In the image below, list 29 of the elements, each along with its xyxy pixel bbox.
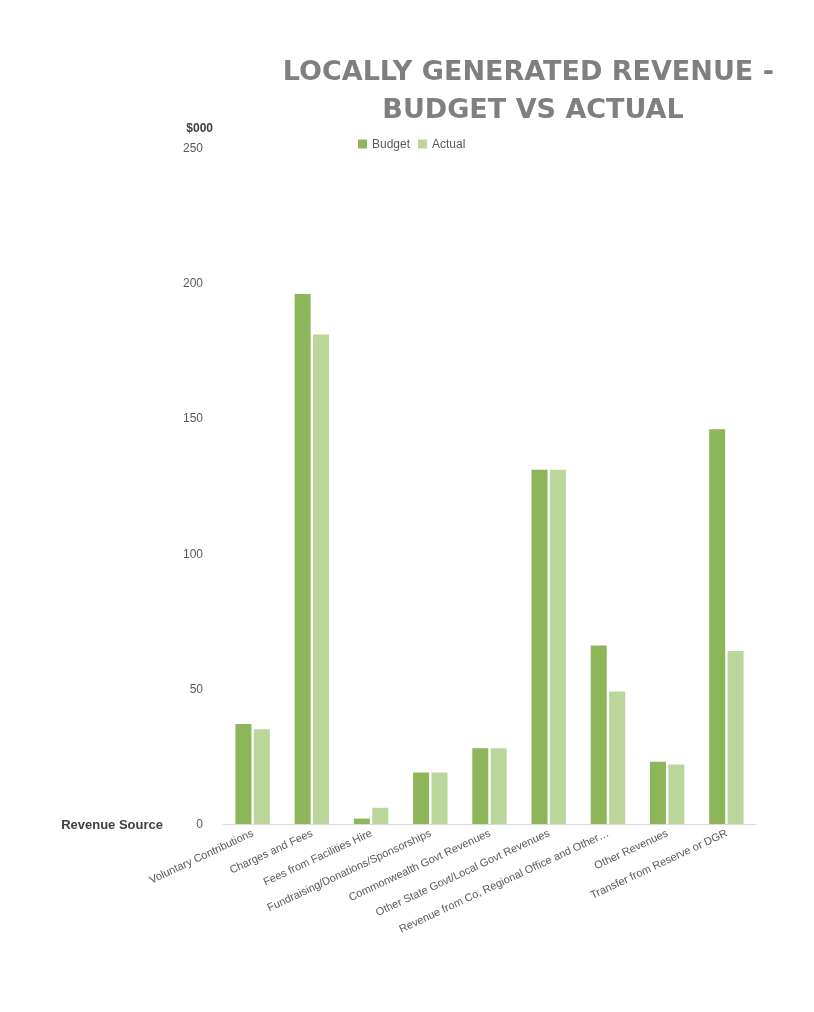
y-tick-label: 50: [189, 681, 204, 696]
y-tick-label: 100: [182, 546, 204, 561]
bar: [490, 748, 507, 824]
y-tick-label: 200: [182, 276, 204, 291]
y-tick-label: 150: [182, 411, 204, 426]
chart-title: LOCALLY GENERATED REVENUE - BUDGET VS ACTUAL: [282, 54, 784, 124]
bar: [727, 650, 744, 824]
bar: [590, 645, 607, 824]
bar: [649, 761, 666, 824]
bar: [472, 748, 489, 824]
y-axis-title: $000: [186, 121, 214, 135]
bar: [709, 429, 726, 824]
bar: [431, 772, 448, 824]
bar: [609, 691, 626, 824]
bar: [531, 469, 548, 824]
bar: [353, 818, 370, 824]
y-tick-label: 0: [196, 817, 204, 831]
bar: [235, 723, 252, 824]
bar: [372, 807, 389, 824]
bar: [549, 469, 566, 824]
x-axis-title: Revenue Source: [61, 816, 163, 832]
bar: [313, 334, 330, 824]
bar: [253, 729, 270, 824]
bar: [668, 764, 685, 824]
bar: [413, 772, 430, 824]
legend-label: Actual: [432, 137, 466, 151]
legend-label: Budget: [372, 137, 411, 151]
bar: [294, 294, 311, 824]
y-tick-label: 250: [182, 141, 204, 155]
